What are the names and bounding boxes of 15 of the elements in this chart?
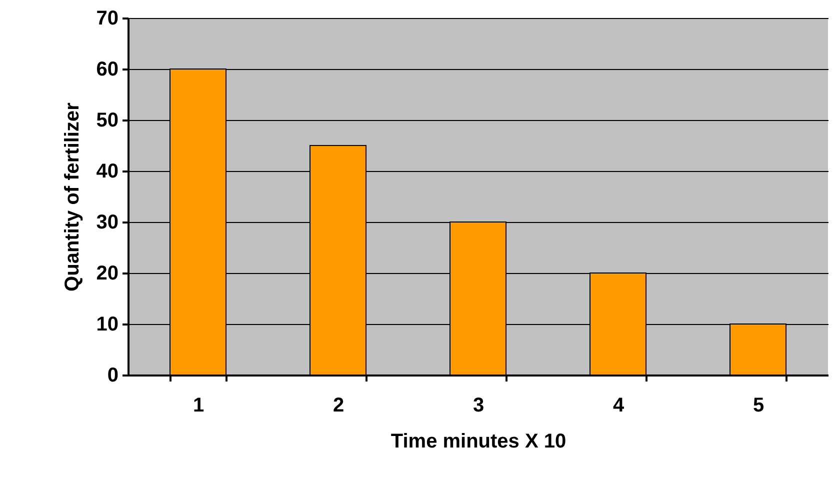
y-tick-label: 20 <box>96 262 118 284</box>
y-tick-label: 60 <box>96 58 118 80</box>
y-tick-label: 40 <box>96 160 118 182</box>
y-axis-title: Quantity of fertilizer <box>61 102 84 292</box>
x-tick-label: 3 <box>472 394 484 416</box>
y-tick-label: 50 <box>96 110 118 132</box>
x-axis-title: Time minutes X 10 <box>390 430 566 452</box>
x-tick-label: 1 <box>192 394 204 416</box>
x-tick-label: 2 <box>332 394 344 416</box>
y-tick-label: 70 <box>96 8 118 30</box>
y-tick-label: 30 <box>96 212 118 234</box>
x-tick-label: 5 <box>752 394 764 416</box>
y-tick-label: 0 <box>107 364 118 386</box>
y-tick-label: 10 <box>96 314 118 336</box>
x-tick-label: 4 <box>612 394 625 416</box>
